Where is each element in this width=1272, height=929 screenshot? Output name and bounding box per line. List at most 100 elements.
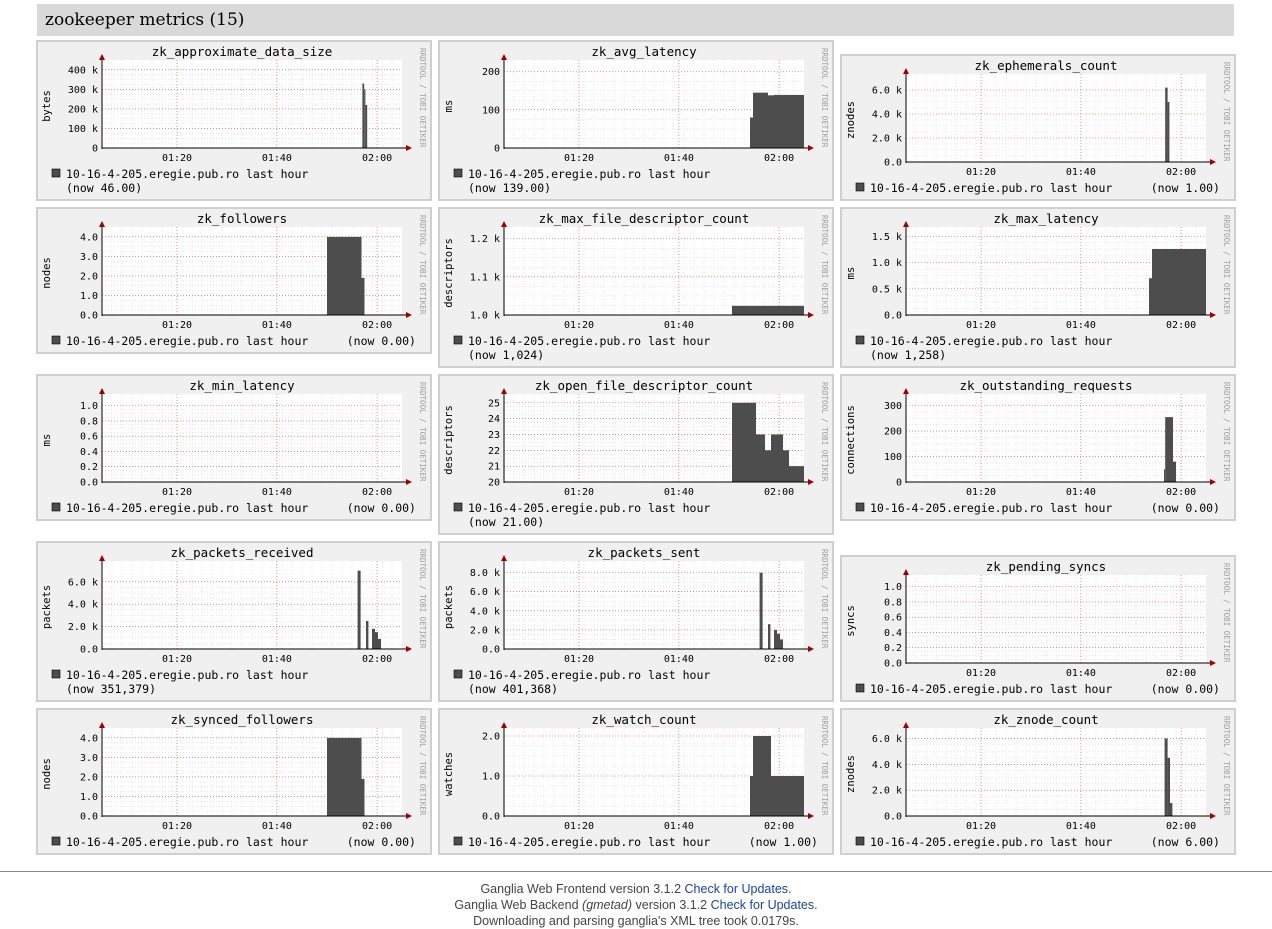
legend-host-label: 10-16-4-205.eregie.pub.ro last hour bbox=[66, 501, 308, 515]
y-axis-label: connections bbox=[845, 405, 857, 475]
legend-host-label: 10-16-4-205.eregie.pub.ro last hour bbox=[468, 501, 710, 515]
x-tick-label: 01:20 bbox=[564, 821, 594, 832]
legend-now-value: (now 1,258) bbox=[870, 348, 946, 362]
graph-panel[interactable]: 01:20 01:40 02:00 20 21 22 23 24 25 zk_open_file_… bbox=[438, 374, 834, 535]
legend-now-value: (now 0.00) bbox=[1151, 501, 1220, 515]
rrdtool-watermark: RRDTOOL / TOBI OETIKER bbox=[418, 215, 427, 315]
legend-now-value: (now 1,024) bbox=[468, 348, 544, 362]
graph-panel[interactable]: 01:20 01:40 02:00 0 100 k 200 k 300 k 400 k zk_a… bbox=[36, 40, 432, 201]
y-tick-label: 1.0 k bbox=[470, 311, 500, 322]
section-header: zookeeper metrics (15) bbox=[37, 4, 1234, 36]
data-bar bbox=[365, 105, 368, 148]
y-axis-label: packets bbox=[443, 585, 455, 629]
y-tick-label: 4.0 bbox=[80, 232, 98, 243]
graph-panel[interactable]: 01:20 01:40 02:00 0.0 2.0 k 4.0 k 6.0 k zk_znod… bbox=[840, 708, 1236, 855]
data-bar bbox=[366, 621, 369, 649]
legend-swatch bbox=[51, 836, 61, 846]
data-bar bbox=[378, 638, 381, 649]
graph-panel[interactable]: 01:20 01:40 02:00 0.0 0.5 k 1.0 k 1.5 k zk_max_… bbox=[840, 207, 1236, 368]
graph-panel[interactable]: 01:20 01:40 02:00 0 100 200 300 zk_outstanding_… bbox=[840, 374, 1236, 521]
y-tick-label: 0.6 bbox=[884, 613, 902, 624]
y-tick-label: 23 bbox=[488, 430, 500, 441]
data-bar bbox=[1167, 102, 1170, 162]
graph-panel[interactable]: 01:20 01:40 02:00 1.0 k 1.1 k 1.2 k zk_max_fil… bbox=[438, 207, 834, 368]
data-bar bbox=[1170, 803, 1173, 816]
y-tick-label: 4.0 k bbox=[872, 110, 902, 121]
graph-svg: 01:20 01:40 02:00 0 100 200 300 zk_outstanding_… bbox=[845, 378, 1231, 515]
y-tick-label: 2.0 k bbox=[68, 622, 98, 633]
legend-host-label: 10-16-4-205.eregie.pub.ro last hour bbox=[468, 167, 710, 181]
x-tick-label: 01:20 bbox=[564, 153, 594, 164]
y-tick-label: 0.2 bbox=[884, 643, 902, 654]
legend-now-value: (now 0.00) bbox=[347, 501, 416, 515]
x-tick-label: 02:00 bbox=[362, 320, 392, 331]
x-tick-label: 01:20 bbox=[162, 153, 192, 164]
data-bar bbox=[1164, 738, 1168, 816]
data-bar bbox=[375, 632, 378, 649]
y-tick-label: 0 bbox=[896, 478, 902, 489]
y-tick-label: 0.5 k bbox=[872, 284, 902, 295]
x-tick-label: 02:00 bbox=[1166, 487, 1196, 498]
y-tick-label: 0.0 bbox=[884, 158, 902, 169]
rrdtool-watermark: RRDTOOL / TOBI OETIKER bbox=[418, 549, 427, 649]
graph-svg: 01:20 01:40 02:00 0.0 1.0 2.0 3.0 4.0 zk_synced_… bbox=[41, 712, 427, 849]
y-tick-label: 2.0 k bbox=[872, 134, 902, 145]
rrdtool-watermark: RRDTOOL / TOBI OETIKER bbox=[1222, 215, 1231, 315]
legend-host-label: 10-16-4-205.eregie.pub.ro last hour bbox=[66, 668, 308, 682]
data-bar bbox=[750, 117, 753, 148]
graph-panel[interactable]: 01:20 01:40 02:00 0.0 2.0 k 4.0 k 6.0 k 8.0 k zk… bbox=[438, 541, 834, 702]
rrdtool-watermark: RRDTOOL / TOBI OETIKER bbox=[418, 382, 427, 482]
graph-title: zk_min_latency bbox=[189, 378, 295, 393]
y-tick-label: 200 bbox=[482, 67, 500, 78]
legend-swatch bbox=[453, 669, 463, 679]
y-tick-label: 22 bbox=[488, 446, 500, 457]
graph-svg: 01:20 01:40 02:00 0.0 0.2 0.4 0.6 0.8 1.0 zk_min_… bbox=[41, 378, 427, 515]
y-tick-label: 0.8 bbox=[884, 597, 902, 608]
y-tick-label: 0.0 bbox=[884, 311, 902, 322]
x-tick-label: 01:20 bbox=[162, 821, 192, 832]
graph-title: zk_ephemerals_count bbox=[975, 58, 1118, 73]
y-tick-label: 100 bbox=[482, 105, 500, 116]
graph-panel[interactable]: 01:20 01:40 02:00 0.0 1.0 2.0 zk_watch_count wa… bbox=[438, 708, 834, 855]
frontend-check-updates-link[interactable]: Check for Updates. bbox=[684, 882, 792, 896]
x-tick-label: 02:00 bbox=[362, 821, 392, 832]
footer: Ganglia Web Frontend version 3.1.2 Check… bbox=[0, 881, 1272, 929]
footer-backend-line: Ganglia Web Backend (gmetad) version 3.1… bbox=[0, 897, 1272, 913]
graph-panel[interactable]: 01:20 01:40 02:00 0.0 1.0 2.0 3.0 4.0 zk_followe… bbox=[36, 207, 432, 354]
graph-title: zk_packets_sent bbox=[588, 545, 701, 560]
graph-panel[interactable]: 01:20 01:40 02:00 0.0 0.2 0.4 0.6 0.8 1.0 zk_pend… bbox=[840, 555, 1236, 702]
graph-panel[interactable]: 01:20 01:40 02:00 0.0 0.2 0.4 0.6 0.8 1.0 zk_min_… bbox=[36, 374, 432, 521]
rrdtool-watermark: RRDTOOL / TOBI OETIKER bbox=[1222, 716, 1231, 816]
backend-check-updates-link[interactable]: Check for Updates. bbox=[710, 898, 818, 912]
x-tick-label: 02:00 bbox=[362, 654, 392, 665]
x-tick-label: 02:00 bbox=[1166, 320, 1196, 331]
legend-host-label: 10-16-4-205.eregie.pub.ro last hour bbox=[870, 501, 1112, 515]
legend-swatch bbox=[453, 836, 463, 846]
y-axis-label: bytes bbox=[41, 90, 53, 122]
graph-svg: 01:20 01:40 02:00 20 21 22 23 24 25 zk_open_file_… bbox=[443, 378, 829, 529]
y-tick-label: 1.0 bbox=[482, 772, 500, 783]
x-tick-label: 01:20 bbox=[564, 320, 594, 331]
data-bar bbox=[364, 89, 366, 148]
graph-title: zk_synced_followers bbox=[171, 712, 314, 727]
x-tick-label: 01:40 bbox=[262, 654, 292, 665]
x-tick-label: 01:40 bbox=[664, 821, 694, 832]
y-tick-label: 6.0 k bbox=[68, 577, 98, 588]
data-bar bbox=[1152, 248, 1206, 315]
graph-panel[interactable]: 01:20 01:40 02:00 0.0 1.0 2.0 3.0 4.0 zk_synced_… bbox=[36, 708, 432, 855]
backend-gmetad: (gmetad) bbox=[582, 898, 633, 912]
graph-panel[interactable]: 01:20 01:40 02:00 0 100 200 zk_avg_latency ms RR… bbox=[438, 40, 834, 201]
legend-now-value: (now 21.00) bbox=[468, 515, 544, 529]
legend-host-label: 10-16-4-205.eregie.pub.ro last hour bbox=[66, 334, 308, 348]
y-tick-label: 300 bbox=[884, 401, 902, 412]
y-tick-label: 0.0 bbox=[80, 311, 98, 322]
graph-title: zk_approximate_data_size bbox=[152, 44, 333, 59]
y-tick-label: 1.2 k bbox=[470, 234, 500, 245]
graph-title: zk_max_latency bbox=[993, 211, 1099, 226]
legend-now-value: (now 0.00) bbox=[1151, 682, 1220, 696]
backend-version: version 3.1.2 bbox=[635, 898, 708, 912]
x-tick-label: 01:40 bbox=[262, 487, 292, 498]
x-tick-label: 01:20 bbox=[162, 654, 192, 665]
graph-panel[interactable]: 01:20 01:40 02:00 0.0 2.0 k 4.0 k 6.0 k zk_pack… bbox=[36, 541, 432, 702]
graph-panel[interactable]: 01:20 01:40 02:00 0.0 2.0 k 4.0 k 6.0 k zk_ephe… bbox=[840, 54, 1236, 201]
